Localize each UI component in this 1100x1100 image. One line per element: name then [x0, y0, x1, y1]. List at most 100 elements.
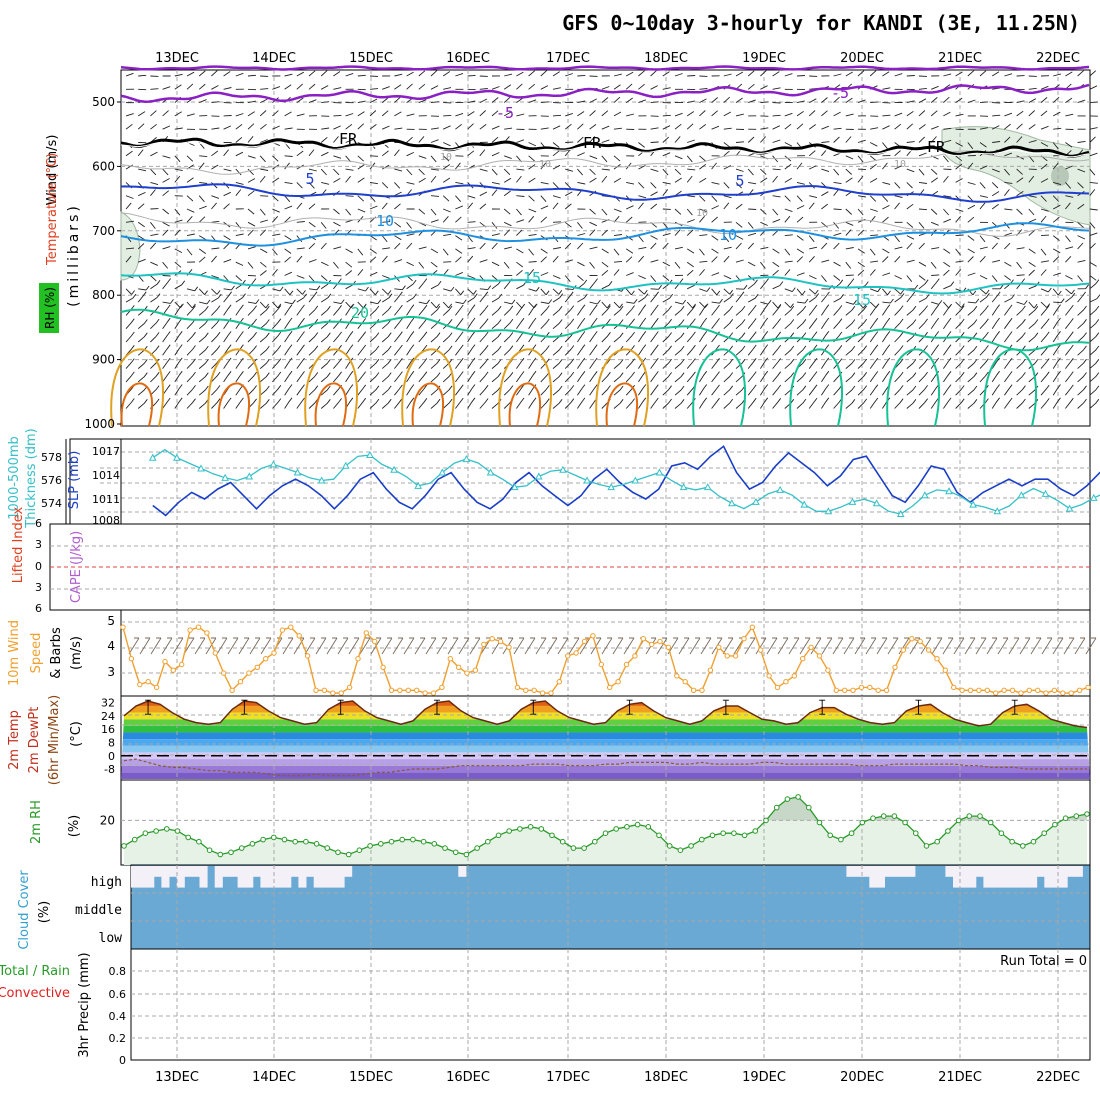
date-label-top: 13DEC [155, 51, 199, 66]
high-cloud-bar [146, 866, 155, 888]
contour-freezing-inner [120, 141, 1090, 158]
rh-point [292, 838, 299, 845]
rh2m-panel: 20 2m RH (%) [29, 779, 1091, 866]
wind-speed-point [296, 633, 302, 639]
wind-speed-point [1076, 687, 1083, 693]
contour-loop [401, 348, 455, 427]
wind-speed-point [825, 667, 831, 673]
date-label-top: 17DEC [546, 51, 590, 66]
wind-speed-point [237, 679, 244, 685]
temp-tick: 16 [101, 723, 115, 736]
cloud-units: (%) [37, 901, 52, 924]
contour-freezing [120, 137, 1090, 158]
rh-point [592, 838, 598, 845]
thickness-point [631, 476, 640, 484]
wind-speed-point [925, 647, 932, 653]
rh-point [559, 838, 566, 845]
wind-speed-point [833, 687, 839, 693]
millibars-label: (millibars) [66, 203, 82, 307]
high-cloud-bar [1006, 866, 1015, 888]
thickness-point [390, 465, 398, 473]
precip-label-a: Total / Rain [0, 964, 70, 979]
thickness-tick: 576 [41, 474, 62, 487]
lifted-index-tick: 3 [35, 581, 42, 594]
contour-20 [120, 308, 1090, 352]
wind-speed-point [607, 684, 613, 691]
wind-speed-point [338, 690, 344, 696]
rh-point [121, 843, 127, 849]
wind-speed-point [162, 658, 168, 665]
rh-point [848, 830, 855, 837]
wind-speed-point [313, 687, 319, 693]
wind-speed-point [363, 630, 369, 636]
wind-speed-point [774, 684, 781, 691]
wind-speed-point [447, 656, 453, 662]
contour-labels: -5 -5 FR FR FR 5 5 10 10 15 15 20 10 10 10 10 [305, 84, 946, 322]
thickness-point [510, 483, 519, 491]
rh-point [420, 838, 427, 845]
high-cloud-bar [245, 866, 254, 888]
cape-label: CAPE (J/kg) [69, 531, 84, 603]
pressure-tick: 700 [92, 224, 115, 238]
wind-speed-point [959, 687, 965, 693]
rh-point [271, 834, 277, 841]
high-cloud-bar [328, 866, 337, 888]
rh2m-units: (%) [67, 815, 82, 838]
wind-speed-point [539, 690, 546, 696]
rh-point [741, 832, 748, 839]
barb-row [128, 637, 1097, 655]
rh-point [228, 849, 234, 856]
high-cloud-bar [1074, 866, 1083, 877]
date-label-top: 20DEC [840, 51, 884, 66]
wind-speed-point [649, 641, 655, 648]
wind-speed-point [187, 627, 193, 633]
wind-speed-point [1085, 684, 1091, 691]
wind-speed-point [565, 653, 571, 659]
rh-point [688, 843, 694, 849]
rh-point [1052, 821, 1058, 828]
thickness-point [993, 507, 1002, 515]
rh-point [773, 804, 780, 811]
rh-point [752, 828, 759, 834]
thickness-point [679, 483, 688, 491]
thickness-point [414, 481, 423, 489]
wind10-units: (m/s) [69, 636, 84, 670]
rh-point [1041, 830, 1047, 837]
wind-speed-point [523, 687, 529, 693]
cloud-cover-panel: high middle low Cloud Cover (%) [17, 864, 1091, 950]
high-cloud-bar [1051, 866, 1060, 888]
rh-point [345, 851, 352, 858]
wind-barbs-10m [128, 637, 1097, 655]
wind-speed-point [221, 670, 227, 676]
wind-speed-point [951, 684, 957, 691]
rh-point [570, 845, 577, 851]
rh-point [934, 838, 941, 845]
pressure-tick: 900 [92, 353, 115, 367]
wind-speed-point [707, 667, 714, 673]
rh-label-box [39, 283, 59, 333]
wind-speed-point [229, 687, 235, 693]
date-label-bottom: 17DEC [546, 1070, 590, 1085]
precip-label-c: 3hr Precip (mm) [77, 952, 92, 1057]
high-cloud-bar [237, 866, 246, 888]
wind-speed-point [808, 644, 814, 650]
high-cloud-bar [176, 866, 185, 888]
minmax-marker [433, 699, 440, 715]
rh-point [624, 824, 630, 830]
date-label-top: 15DEC [349, 51, 393, 66]
high-cloud-bar [953, 866, 962, 888]
high-cloud-bar [191, 866, 200, 877]
contour-label: 15 [523, 269, 541, 287]
run-total: Run Total = 0 [1000, 954, 1087, 969]
wind-speed-point [967, 687, 974, 693]
wind-speed-point [623, 661, 630, 668]
slp-line [152, 445, 1100, 517]
rh-point [581, 845, 587, 851]
wind-speed-point [372, 638, 378, 645]
wind-speed-point [489, 636, 495, 642]
high-cloud-bar [458, 866, 467, 877]
temp-tick: 0 [108, 750, 115, 763]
rh-point [442, 845, 448, 851]
date-label-bottom: 19DEC [742, 1070, 786, 1085]
precip-label-b: Convective [0, 986, 70, 1001]
